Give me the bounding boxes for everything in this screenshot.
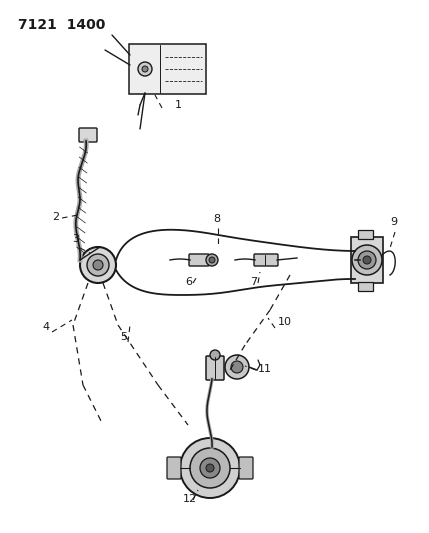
Circle shape [80,247,116,283]
Circle shape [138,62,152,76]
Circle shape [231,361,243,373]
FancyBboxPatch shape [239,457,253,479]
Circle shape [190,448,230,488]
Circle shape [358,251,376,269]
Circle shape [209,257,215,263]
Text: 3: 3 [72,234,79,244]
FancyBboxPatch shape [129,44,206,94]
Text: 10: 10 [278,317,292,327]
FancyBboxPatch shape [167,457,181,479]
FancyBboxPatch shape [79,128,97,142]
Text: 12: 12 [183,494,197,504]
Circle shape [93,260,103,270]
Text: 7121  1400: 7121 1400 [18,18,106,32]
Circle shape [225,355,249,379]
Text: 7: 7 [250,277,257,287]
FancyBboxPatch shape [206,356,224,380]
FancyBboxPatch shape [351,237,383,283]
Circle shape [87,254,109,276]
Circle shape [352,245,382,275]
Circle shape [206,464,214,472]
Circle shape [180,438,240,498]
FancyBboxPatch shape [189,254,209,266]
Text: 1: 1 [175,100,182,110]
FancyBboxPatch shape [357,281,372,290]
Text: 8: 8 [213,214,220,224]
Text: 11: 11 [258,364,272,374]
Text: 2: 2 [52,212,59,222]
Text: 6: 6 [185,277,192,287]
Circle shape [200,458,220,478]
Text: 5: 5 [120,332,127,342]
Circle shape [363,256,371,264]
FancyBboxPatch shape [357,230,372,238]
Text: 9: 9 [390,217,397,227]
Circle shape [210,350,220,360]
FancyBboxPatch shape [254,254,278,266]
Text: 4: 4 [42,322,49,332]
Circle shape [206,254,218,266]
Circle shape [142,66,148,72]
